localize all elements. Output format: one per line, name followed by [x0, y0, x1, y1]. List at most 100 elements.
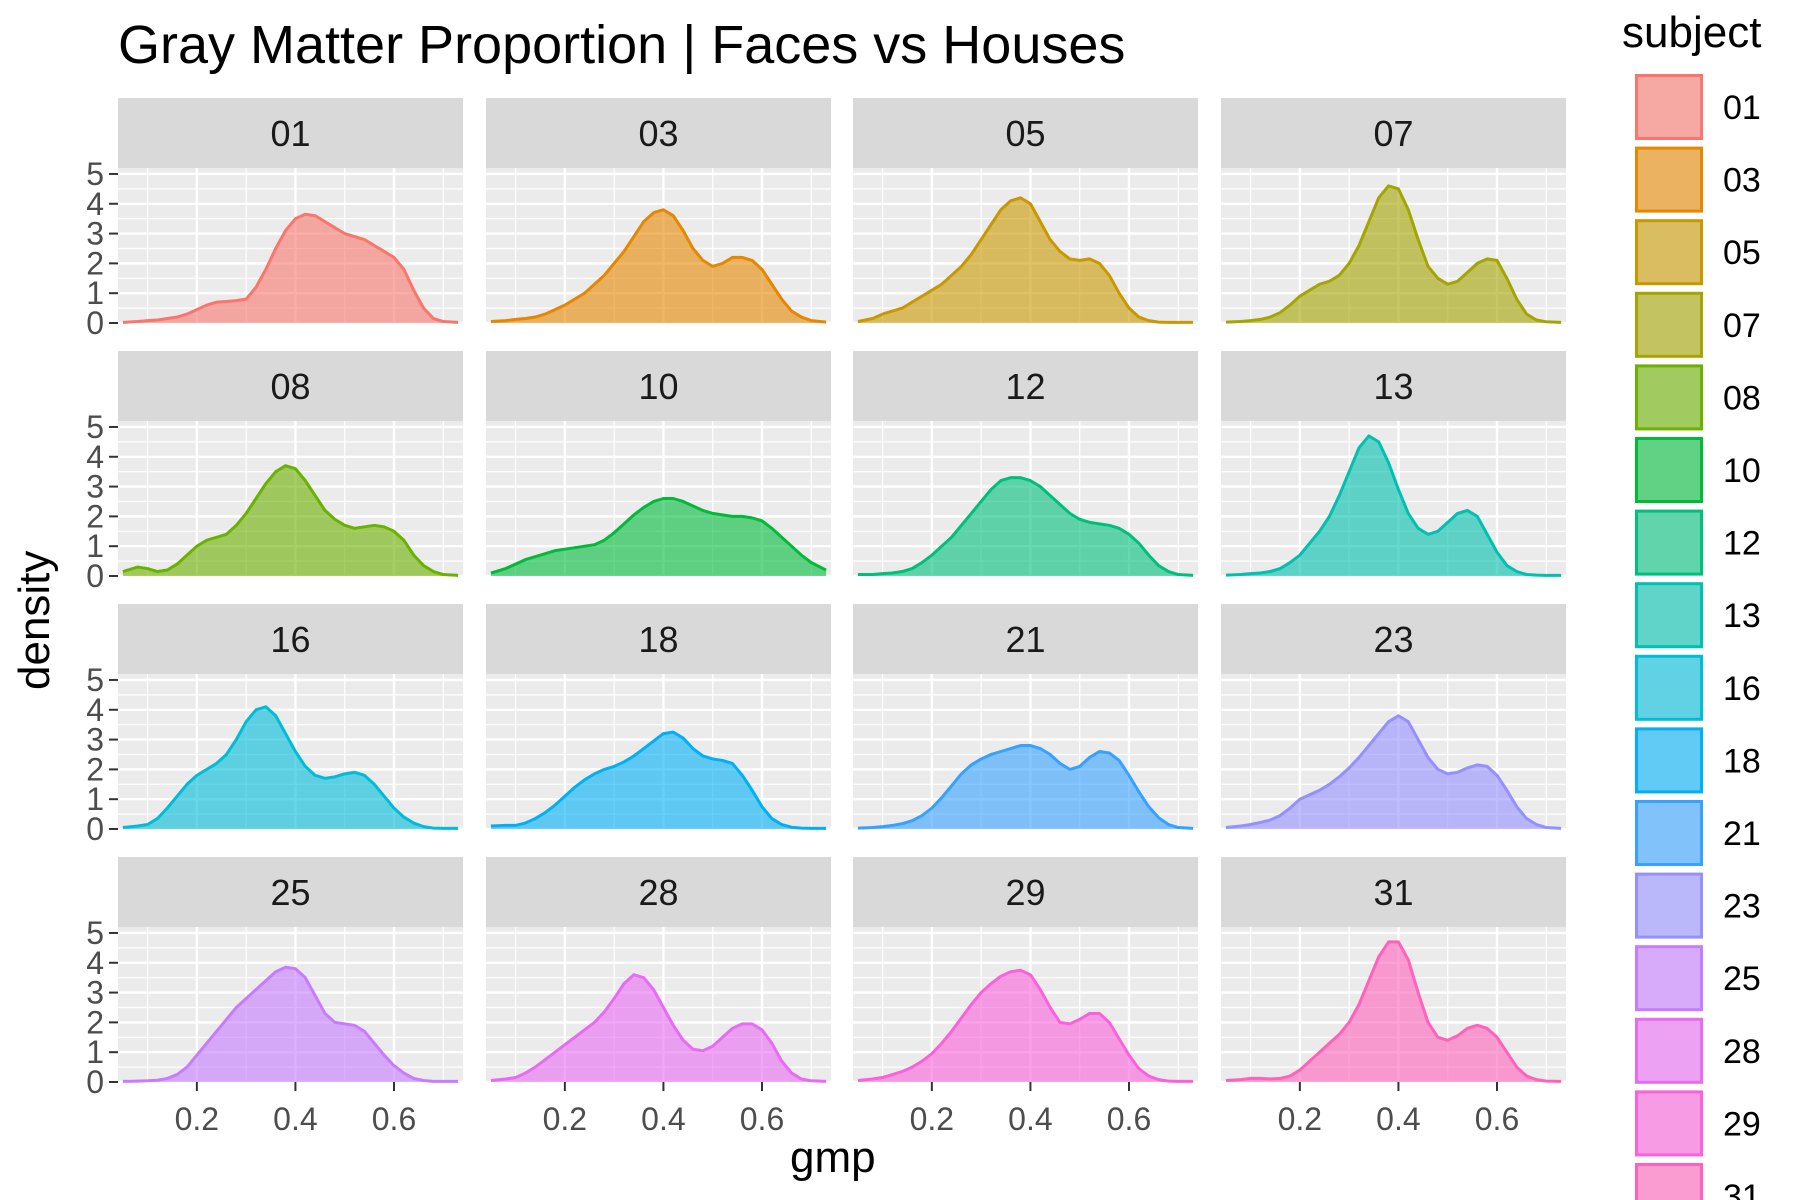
legend-label: 03 [1723, 162, 1761, 200]
legend-key [1635, 727, 1703, 794]
legend-label: 29 [1723, 1105, 1761, 1143]
legend-label: 05 [1723, 234, 1761, 272]
facet-strip-label: 12 [1005, 366, 1045, 407]
density-line [490, 730, 827, 830]
facet-strip-label: 05 [1005, 113, 1045, 154]
density-area [122, 706, 459, 829]
legend-label: 21 [1723, 815, 1761, 853]
density-area [857, 970, 1194, 1082]
facet-panel: 12 [853, 351, 1198, 578]
legend-key [1635, 291, 1703, 358]
density-line [857, 744, 1194, 830]
legend-key [1635, 654, 1703, 721]
facet-panel: 10 [486, 351, 831, 578]
density-area [490, 974, 827, 1082]
y-tick-label: 0 [86, 305, 104, 341]
legend-label: 01 [1723, 89, 1761, 127]
x-tick-label: 0.6 [1475, 1101, 1519, 1137]
facet-strip [1221, 98, 1566, 168]
density-area [490, 732, 827, 829]
x-tick-label: 0.4 [1376, 1101, 1420, 1137]
facet-strip-label: 18 [638, 619, 678, 660]
legend-label: 25 [1723, 960, 1761, 998]
legend: 01 03 05 07 08 10 12 13 16 18 21 23 25 28 29 31 [1635, 74, 1761, 1200]
y-tick-label: 3 [86, 722, 104, 758]
legend-label: 18 [1723, 742, 1761, 780]
legend-key [1635, 1163, 1703, 1200]
legend-key [1635, 582, 1703, 649]
y-tick-label: 5 [86, 156, 104, 192]
density-line [1225, 434, 1562, 577]
facet-strip [1221, 351, 1566, 421]
facet-strip-label: 03 [638, 113, 678, 154]
legend-key [1635, 1017, 1703, 1084]
legend-label: 31 [1723, 1178, 1761, 1200]
y-tick-label: 1 [86, 528, 104, 564]
x-tick-label: 0.4 [1008, 1101, 1052, 1137]
x-tick-label: 0.6 [740, 1101, 784, 1137]
legend-key [1635, 437, 1703, 503]
facet-panel: 31 0.2 0.4 0.6 [1221, 857, 1566, 1137]
density-area [1225, 941, 1562, 1082]
facet-strip [118, 857, 463, 927]
density-line [490, 973, 827, 1083]
density-line [857, 476, 1194, 577]
facet-strip-label: 29 [1005, 872, 1045, 913]
legend-key [1635, 146, 1703, 213]
density-area [857, 745, 1194, 829]
facet-strip [486, 351, 831, 421]
y-tick-label: 4 [86, 439, 104, 475]
legend-key [1635, 872, 1703, 939]
x-tick-label: 0.6 [372, 1101, 416, 1137]
facet-strip-label: 16 [270, 619, 310, 660]
facet-panel: 29 0.2 0.4 0.6 [853, 857, 1198, 1137]
facet-strip-label: 28 [638, 872, 678, 913]
facet-strip-label: 10 [638, 366, 678, 407]
y-tick-label: 2 [86, 1004, 104, 1040]
y-tick-label: 1 [86, 275, 104, 311]
facet-strip-label: 23 [1373, 619, 1413, 660]
y-tick-label: 3 [86, 975, 104, 1011]
legend-key [1635, 74, 1703, 140]
facet-panel: 07 [1221, 98, 1566, 325]
legend-key [1635, 945, 1703, 1012]
facet-strip [853, 351, 1198, 421]
density-area [122, 465, 459, 576]
facet-strip [118, 98, 463, 168]
chart-title: Gray Matter Proportion | Faces vs Houses [118, 15, 1126, 75]
facet-panel: 21 [853, 604, 1198, 831]
facet-strip [853, 857, 1198, 927]
legend-key [1635, 509, 1703, 576]
y-tick-label: 1 [86, 781, 104, 817]
legend-label: 13 [1723, 597, 1761, 635]
x-tick-label: 0.4 [641, 1101, 685, 1137]
density-area [1225, 435, 1562, 576]
y-tick-label: 3 [86, 216, 104, 252]
facet-strip [853, 98, 1198, 168]
legend-label: 07 [1723, 307, 1761, 345]
density-area [490, 209, 827, 323]
y-tick-label: 5 [86, 915, 104, 951]
density-line [122, 464, 459, 577]
y-tick-label: 4 [86, 945, 104, 981]
x-tick-label: 0.2 [543, 1101, 587, 1137]
x-tick-label: 0.2 [910, 1101, 954, 1137]
y-tick-label: 4 [86, 186, 104, 222]
x-tick-label: 0.2 [1278, 1101, 1322, 1137]
density-line [857, 968, 1194, 1083]
x-tick-label: 0.6 [1107, 1101, 1151, 1137]
density-area [857, 197, 1194, 323]
x-tick-label: 0.2 [175, 1101, 219, 1137]
legend-key [1635, 364, 1703, 431]
facet-strip [1221, 604, 1566, 674]
facet-strip-label: 21 [1005, 619, 1045, 660]
y-tick-label: 5 [86, 662, 104, 698]
facet-strip [118, 351, 463, 421]
facet-strip-label: 31 [1373, 872, 1413, 913]
y-tick-label: 2 [86, 245, 104, 281]
density-line [1225, 940, 1562, 1083]
legend-label: 23 [1723, 888, 1761, 926]
